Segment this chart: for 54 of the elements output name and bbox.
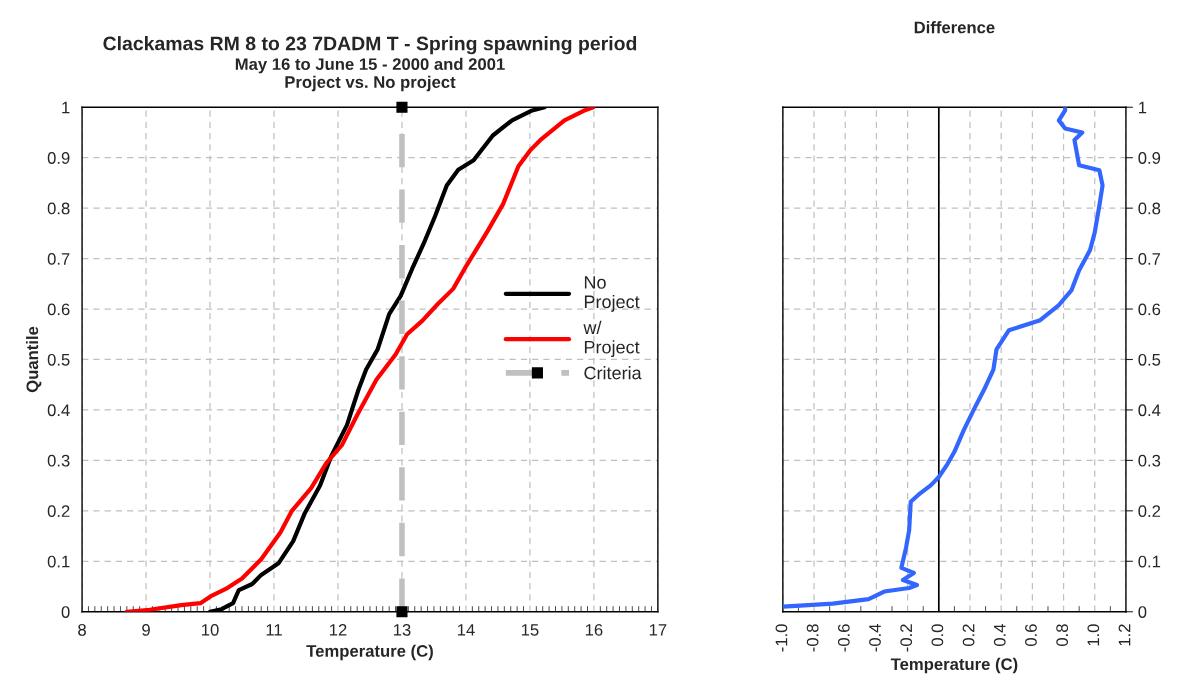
y-tick-label: 0 (61, 606, 70, 618)
legend-label: Criteria (584, 366, 642, 380)
y-tick-label: 0.2 (47, 505, 70, 518)
x-tick-label: 11 (266, 624, 282, 636)
x-axis-title: Temperature (C) (890, 657, 1018, 674)
x-tick-label: 0.0 (931, 624, 944, 647)
y-tick-label: 0.2 (1138, 505, 1161, 518)
legend-label: No Project (584, 276, 640, 312)
x-tick-label: 0.4 (993, 624, 1006, 647)
y-tick-label: 0.9 (47, 152, 70, 164)
line-series (782, 107, 1105, 609)
y-tick-label: 0.6 (1138, 303, 1161, 316)
x-tick-label: -0.8 (806, 624, 819, 652)
y-tick-label: 0.3 (47, 454, 70, 467)
x-tick-label: 9 (142, 623, 150, 636)
x-tick-label: 0.8 (1056, 624, 1069, 647)
chart-subtitle: May 16 to June 15 - 2000 and 2001 Project vs. No project (235, 57, 505, 92)
x-tick-label: 15 (521, 624, 539, 636)
x-tick-label: 0.6 (1025, 624, 1037, 647)
y-tick-label: 0.7 (1138, 253, 1161, 265)
y-tick-label: 0 (1138, 606, 1147, 618)
x-tick-label: 1.2 (1118, 624, 1131, 646)
x-tick-label: -0.2 (900, 624, 913, 652)
x-tick-label: 14 (457, 624, 475, 636)
y-tick-label: 1 (62, 101, 70, 114)
y-tick-label: 0.1 (1138, 555, 1161, 568)
y-tick-label: 1 (1139, 101, 1147, 114)
x-tick-label: -0.4 (869, 624, 881, 652)
y-tick-label: 0.1 (47, 555, 70, 568)
legend-label: w/ Project (583, 320, 640, 358)
y-tick-label: 0.4 (47, 404, 70, 417)
x-tick-label: 1.0 (1087, 624, 1100, 646)
x-tick-label: -1.0 (775, 624, 788, 652)
y-tick-label: 0.8 (1138, 202, 1161, 215)
x-tick-label: 8 (78, 623, 86, 636)
y-tick-label: 0.3 (1138, 454, 1161, 467)
x-tick-label: 16 (585, 623, 603, 636)
y-tick-label: 0.4 (1138, 404, 1161, 417)
y-axis-title: Quantile (25, 326, 42, 393)
x-tick-label: 0.2 (962, 624, 975, 647)
x-axis-title: Temperature (C) (306, 644, 433, 661)
x-tick-label: 12 (329, 623, 347, 636)
y-tick-label: 0.6 (47, 303, 70, 316)
chart-title: Difference (914, 21, 995, 34)
x-tick-label: -0.6 (837, 624, 850, 652)
x-tick-label: 13 (393, 623, 411, 636)
y-tick-label: 0.5 (47, 353, 70, 366)
y-tick-label: 0.8 (47, 202, 70, 215)
x-tick-label: 17 (649, 624, 667, 636)
y-tick-label: 0.5 (1138, 353, 1161, 366)
y-tick-label: 0.7 (47, 253, 70, 265)
chart-title: Clackamas RM 8 to 23 7DADM T - Spring spawning period (103, 36, 637, 55)
x-tick-label: 10 (202, 623, 219, 636)
y-tick-label: 0.9 (1138, 152, 1161, 164)
